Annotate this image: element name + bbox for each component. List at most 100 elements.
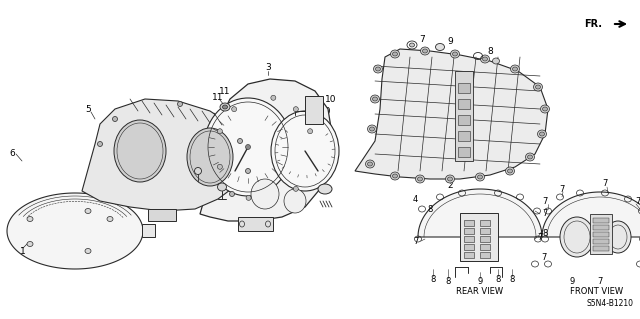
Text: 7: 7 [541, 253, 547, 262]
Text: 7: 7 [636, 197, 640, 205]
Text: 7: 7 [419, 34, 425, 43]
Bar [458, 99, 470, 109]
Ellipse shape [204, 98, 292, 196]
Text: 13: 13 [206, 167, 218, 175]
Text: 4: 4 [305, 184, 310, 194]
Text: 8: 8 [487, 47, 493, 56]
Ellipse shape [447, 177, 452, 181]
Polygon shape [542, 192, 640, 237]
Ellipse shape [246, 168, 250, 174]
Ellipse shape [85, 209, 91, 213]
Bar [458, 147, 470, 157]
Ellipse shape [476, 173, 484, 181]
Bar [458, 115, 470, 125]
Ellipse shape [541, 105, 550, 113]
Bar [480, 220, 490, 226]
Ellipse shape [237, 138, 243, 144]
Ellipse shape [536, 85, 541, 89]
Bar [464, 252, 474, 258]
Ellipse shape [410, 43, 415, 47]
Polygon shape [200, 79, 332, 221]
Ellipse shape [218, 129, 222, 134]
Ellipse shape [113, 116, 118, 122]
Ellipse shape [218, 183, 227, 191]
Text: 10: 10 [325, 94, 337, 103]
Ellipse shape [374, 65, 383, 73]
Polygon shape [142, 224, 155, 237]
Ellipse shape [435, 43, 445, 50]
Ellipse shape [271, 111, 339, 191]
Bar [460, 213, 498, 261]
Text: 8: 8 [430, 275, 436, 284]
Text: 9: 9 [570, 277, 575, 286]
Text: 12: 12 [209, 203, 221, 211]
Ellipse shape [390, 172, 399, 180]
Text: 9: 9 [477, 277, 483, 286]
Polygon shape [7, 193, 143, 269]
Bar [480, 236, 490, 242]
Text: 1: 1 [20, 247, 26, 256]
Ellipse shape [107, 217, 113, 221]
Polygon shape [82, 99, 255, 211]
Ellipse shape [318, 184, 332, 194]
Ellipse shape [511, 65, 520, 73]
Text: 6: 6 [9, 150, 15, 159]
Text: FRONT VIEW: FRONT VIEW [570, 286, 623, 295]
Ellipse shape [420, 47, 429, 55]
Ellipse shape [445, 175, 454, 183]
Ellipse shape [293, 186, 298, 191]
Ellipse shape [187, 128, 233, 186]
Ellipse shape [392, 52, 397, 56]
Ellipse shape [246, 195, 251, 200]
Ellipse shape [365, 160, 374, 168]
Ellipse shape [97, 142, 102, 146]
Text: 3: 3 [265, 63, 271, 71]
Ellipse shape [477, 175, 483, 179]
Ellipse shape [195, 167, 202, 174]
Ellipse shape [251, 179, 279, 209]
Ellipse shape [493, 58, 499, 64]
Bar [464, 228, 474, 234]
Ellipse shape [27, 217, 33, 221]
Ellipse shape [223, 105, 227, 109]
Text: 8: 8 [445, 277, 451, 286]
Ellipse shape [367, 125, 376, 133]
Text: 2: 2 [447, 182, 453, 190]
Ellipse shape [293, 107, 298, 112]
Bar [593, 239, 609, 244]
Text: 11: 11 [212, 93, 224, 101]
Polygon shape [355, 49, 548, 179]
Text: 8: 8 [495, 275, 500, 284]
Text: 11: 11 [220, 86, 231, 95]
Ellipse shape [540, 132, 545, 136]
Text: 13: 13 [215, 167, 227, 175]
Bar [464, 244, 474, 250]
Bar [590, 214, 612, 254]
Ellipse shape [452, 52, 458, 56]
Ellipse shape [369, 127, 374, 131]
Ellipse shape [308, 129, 312, 134]
Ellipse shape [232, 107, 237, 112]
Bar [305, 96, 323, 124]
Ellipse shape [114, 120, 166, 182]
Ellipse shape [390, 50, 399, 58]
Ellipse shape [230, 191, 234, 197]
Ellipse shape [451, 50, 460, 58]
Bar [464, 220, 474, 226]
Ellipse shape [218, 164, 222, 169]
Text: 8: 8 [509, 275, 515, 284]
Ellipse shape [513, 67, 518, 71]
Ellipse shape [481, 55, 490, 63]
Text: 7: 7 [602, 180, 608, 189]
Ellipse shape [27, 241, 33, 247]
Text: 7: 7 [538, 233, 543, 241]
Ellipse shape [284, 189, 306, 213]
Text: 8: 8 [542, 229, 548, 239]
Ellipse shape [220, 103, 230, 111]
Ellipse shape [560, 217, 594, 257]
Ellipse shape [415, 175, 424, 183]
Text: 12: 12 [212, 210, 224, 219]
Ellipse shape [367, 162, 372, 166]
Ellipse shape [527, 155, 532, 159]
Bar [480, 244, 490, 250]
